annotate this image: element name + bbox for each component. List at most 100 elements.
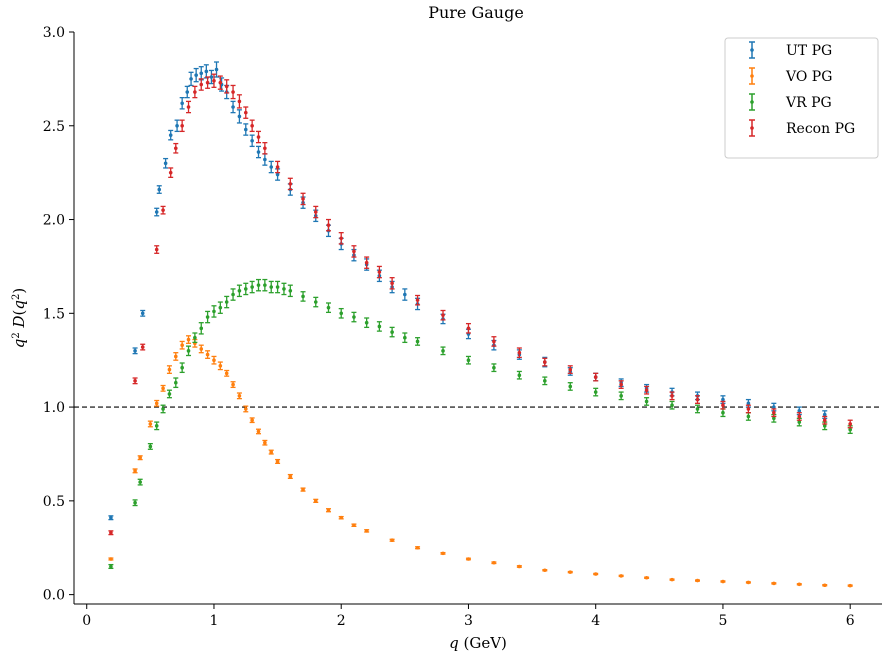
data-point	[465, 557, 471, 561]
data-point	[364, 317, 370, 329]
data-point	[389, 277, 395, 290]
data-point	[186, 345, 192, 357]
data-point	[669, 400, 675, 410]
x-axis-label: q (GeV)	[449, 634, 507, 652]
data-point	[168, 167, 174, 178]
data-point	[186, 100, 192, 114]
data-point	[140, 343, 146, 351]
data-point	[205, 350, 211, 359]
data-point	[236, 109, 242, 124]
legend-frame	[724, 37, 879, 159]
y-axis-label: q2 D(q2)	[10, 288, 28, 349]
data-point	[198, 66, 204, 81]
series-vo-pg	[108, 335, 853, 588]
data-point	[192, 332, 198, 344]
data-point	[198, 78, 204, 91]
data-point	[516, 564, 522, 569]
data-point	[217, 361, 223, 371]
data-point	[694, 395, 700, 404]
data-point	[516, 347, 522, 359]
data-point	[179, 362, 185, 374]
data-point	[262, 141, 268, 155]
data-point	[796, 412, 802, 421]
data-point	[325, 508, 331, 513]
data-point	[224, 295, 230, 309]
data-point	[822, 415, 828, 425]
data-point	[217, 75, 223, 90]
data-point	[300, 487, 306, 492]
data-point	[230, 288, 236, 301]
plot-area	[74, 61, 882, 588]
chart-title: Pure Gauge	[428, 3, 524, 22]
y-tick-label: 0.0	[43, 588, 65, 604]
data-point	[644, 385, 650, 395]
data-point	[440, 309, 446, 321]
data-point	[389, 326, 395, 338]
x-tick-label: 3	[464, 613, 473, 629]
y-tick-label: 3.0	[43, 25, 65, 41]
data-point	[415, 545, 421, 550]
x-ticks: 0 1 2 3 4 5 6	[82, 604, 855, 629]
data-point	[338, 232, 344, 245]
data-point	[325, 218, 331, 232]
data-point	[275, 280, 281, 294]
data-point	[338, 307, 344, 319]
legend-item: UT PG	[749, 41, 832, 59]
data-point	[188, 71, 194, 87]
data-point	[465, 322, 471, 334]
data-point	[173, 352, 179, 361]
data-point	[236, 392, 242, 400]
data-point	[745, 580, 751, 585]
data-point	[338, 515, 344, 520]
data-point	[440, 346, 446, 356]
data-point	[771, 581, 777, 586]
data-point	[364, 256, 370, 269]
data-point	[593, 387, 599, 397]
data-point	[262, 153, 268, 166]
legend-label: Recon PG	[786, 121, 855, 137]
data-point	[542, 357, 548, 367]
x-tick-label: 5	[718, 613, 727, 629]
data-point	[268, 280, 274, 294]
data-point	[211, 355, 217, 365]
data-point	[249, 280, 255, 294]
legend-label: VO PG	[785, 69, 832, 85]
data-point	[567, 382, 573, 391]
data-point	[313, 296, 319, 308]
data-point	[618, 380, 624, 389]
data-point	[567, 365, 573, 374]
data-point	[166, 365, 172, 374]
data-point	[205, 76, 211, 89]
data-point	[249, 417, 255, 424]
data-point	[491, 560, 497, 565]
data-point	[217, 301, 223, 314]
data-point	[108, 515, 114, 521]
data-point	[287, 177, 293, 191]
data-point	[256, 428, 262, 435]
data-point	[203, 64, 209, 79]
data-point	[173, 377, 179, 389]
data-point	[179, 119, 185, 133]
data-point	[198, 322, 204, 335]
data-point	[224, 79, 230, 94]
data-point	[174, 119, 180, 133]
data-point	[163, 157, 169, 169]
data-point	[211, 73, 217, 88]
data-point	[224, 369, 230, 377]
legend-item: VR PG	[749, 93, 832, 111]
data-point	[313, 498, 319, 504]
data-point	[249, 134, 255, 148]
data-point	[184, 85, 190, 99]
data-point	[214, 61, 220, 78]
y-tick-label: 2.5	[43, 119, 65, 135]
data-point	[132, 347, 138, 355]
data-point	[275, 458, 281, 464]
data-point	[154, 207, 160, 217]
data-point	[287, 284, 293, 298]
x-tick-label: 1	[210, 613, 219, 629]
data-point	[243, 405, 249, 413]
data-point	[243, 123, 249, 136]
data-point	[415, 337, 421, 346]
y-tick-label: 0.5	[43, 494, 65, 510]
data-point	[720, 408, 726, 418]
